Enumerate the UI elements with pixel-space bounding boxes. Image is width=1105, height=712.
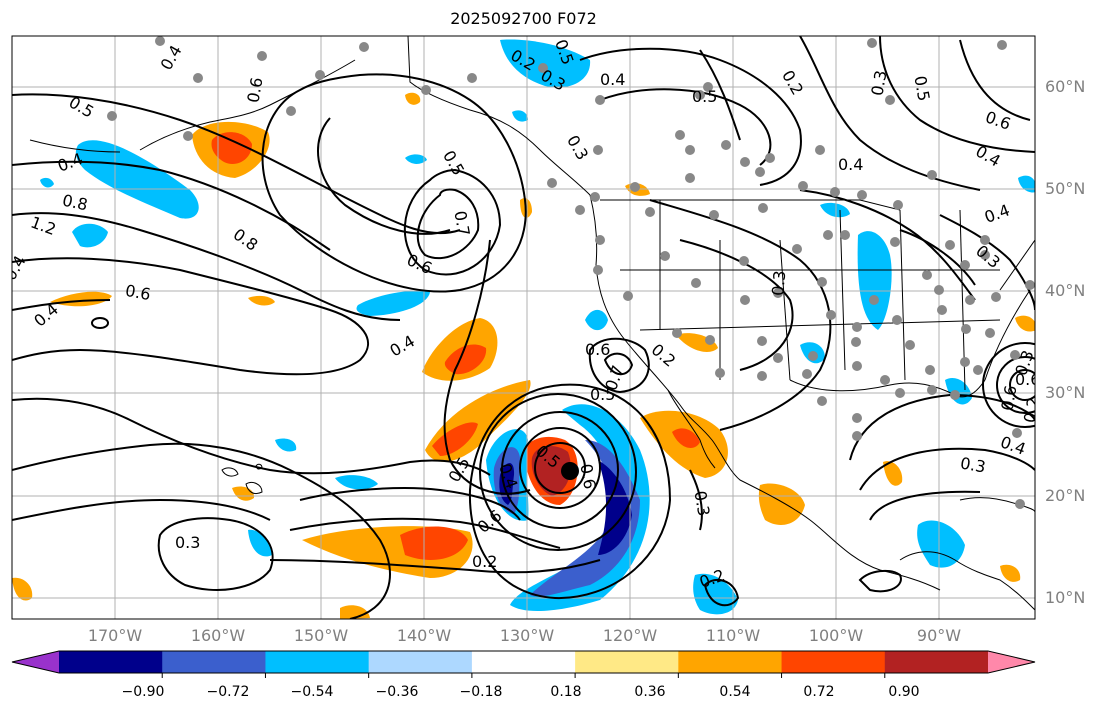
contour-label: 0.3	[690, 489, 713, 517]
contour-label: 0.5	[590, 385, 615, 404]
station-markers	[107, 36, 1035, 509]
contour-label: 0.5	[692, 87, 717, 106]
colorbar	[11, 650, 1036, 678]
colorbar-segment	[162, 651, 266, 673]
colorbar-segment	[678, 651, 783, 673]
shade-red	[444, 344, 487, 375]
shade-orange	[1015, 315, 1035, 332]
shade-orange	[405, 92, 421, 105]
shade-red	[211, 132, 252, 164]
shade-blue	[356, 290, 430, 316]
shade-blue	[917, 520, 965, 568]
shade-blue	[335, 475, 378, 490]
shade-blue	[512, 110, 528, 122]
colorbar-segment	[575, 651, 679, 673]
map-title: 2025092700 F072	[450, 9, 597, 28]
shade-orange	[12, 577, 33, 601]
coastlines	[29, 36, 1035, 611]
lon-label: 140°W	[396, 626, 452, 645]
colorbar-segment	[781, 651, 886, 673]
shade-blue	[857, 231, 892, 330]
colorbar-tick-label: −0.90	[121, 684, 165, 700]
shade-orange	[883, 461, 903, 486]
contour-label: 0.3	[959, 453, 987, 476]
lon-label: 130°W	[499, 626, 555, 645]
contour-label: 0.6	[243, 76, 266, 104]
shade-red	[672, 428, 700, 448]
lon-label: 120°W	[602, 626, 658, 645]
lat-label: 50°N	[1045, 179, 1086, 198]
contour-label: 0.3	[175, 533, 200, 552]
shade-orange	[1000, 564, 1021, 582]
contour-label: 0.6	[124, 281, 152, 304]
colorbar-segment	[265, 651, 370, 673]
colorbar-segment	[884, 651, 989, 673]
lat-label: 30°N	[1045, 383, 1086, 402]
lat-label: 60°N	[1045, 77, 1086, 96]
lon-label: 150°W	[293, 626, 349, 645]
shade-blue	[820, 202, 850, 218]
shade-red	[400, 526, 468, 560]
lon-label: 160°W	[190, 626, 246, 645]
colorbar-segment	[59, 651, 163, 673]
colorbar-tick-label: 0.90	[888, 684, 920, 700]
map-frame	[12, 36, 1035, 619]
colorbar-tick-label: 0.18	[550, 684, 582, 700]
contour-label: 0.4	[838, 155, 863, 174]
lat-label: 40°N	[1045, 281, 1086, 300]
shade-blue	[248, 529, 272, 557]
contour-lines	[12, 36, 1035, 619]
contour-label: 0.6	[997, 384, 1020, 412]
contour-label: 0.8	[61, 191, 90, 215]
colorbar-tick-label: −0.72	[206, 684, 250, 700]
contour-label: 0.3	[867, 69, 890, 97]
contour-label: 0.6	[585, 340, 610, 359]
colorbar-tick-label: 0.36	[634, 684, 666, 700]
contour-label: 0.7	[450, 209, 473, 237]
colorbar-tick-label: 0.72	[803, 684, 835, 700]
colorbar-tick-label: −0.36	[375, 684, 419, 700]
colorbar-segment	[471, 651, 576, 673]
contour-label: 0.2	[1020, 396, 1043, 424]
colorbar-tick-label: 0.54	[719, 684, 751, 700]
colorbar-tick-label: −0.54	[290, 684, 334, 700]
shade-orange	[248, 295, 275, 306]
contour-label: 0.3	[768, 270, 789, 297]
colorbar-extend-max	[988, 651, 1035, 673]
colorbar-outline	[11, 650, 1036, 674]
contour-label: 0.4	[600, 70, 625, 89]
contour-label: 0.3	[1011, 348, 1038, 378]
lon-label: 170°W	[87, 626, 143, 645]
lat-label: 20°N	[1045, 486, 1086, 505]
colorbar-segment	[368, 651, 473, 673]
shade-blue	[585, 309, 608, 331]
graticule	[12, 36, 1035, 619]
storm-center-marker	[561, 462, 579, 480]
colorbar-extend-min	[12, 651, 59, 673]
shade-navy	[598, 460, 632, 555]
contour-label: 0.6	[1015, 370, 1040, 389]
colorbar-tick-label: −0.18	[459, 684, 503, 700]
contour-label: 0.5	[910, 74, 933, 102]
shade-blue	[1018, 175, 1035, 193]
lon-label: 110°W	[705, 626, 761, 645]
shade-blue	[40, 177, 54, 188]
shade-blue	[275, 438, 297, 452]
shade-blue	[405, 154, 427, 164]
contour-label: 0.6	[576, 462, 599, 490]
shade-blue	[75, 140, 199, 219]
shade-red	[432, 422, 478, 456]
shade-orange	[758, 483, 805, 525]
lon-label: 90°W	[916, 626, 962, 645]
shade-blue	[72, 223, 108, 248]
lat-label: 10°N	[1045, 588, 1086, 607]
contour-label: 0.2	[472, 552, 497, 571]
lon-label: 100°W	[808, 626, 864, 645]
